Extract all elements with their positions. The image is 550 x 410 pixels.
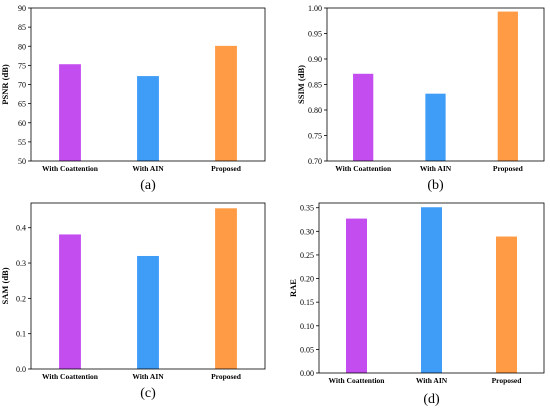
y-tick-label: 50 <box>18 157 26 166</box>
y-axis-label: SAM (dB) <box>0 267 10 304</box>
x-tick-label: Proposed <box>493 164 524 173</box>
bar-1-3 <box>215 45 237 161</box>
bar-3-1 <box>59 234 81 369</box>
y-tick-label: 0.75 <box>308 132 322 141</box>
y-axis-label: PSNR (dB) <box>0 64 10 105</box>
y-tick-label: 85 <box>18 23 26 32</box>
bar-4-2 <box>421 207 442 373</box>
x-tick-label: Proposed <box>492 376 523 385</box>
y-tick-label: 0.00 <box>300 369 314 378</box>
y-tick-label: 90 <box>18 4 26 13</box>
y-tick-label: 0.20 <box>300 275 314 284</box>
y-tick-label: 0.35 <box>300 204 314 213</box>
y-tick-label: 75 <box>18 61 26 70</box>
bar-3-2 <box>137 255 159 369</box>
x-tick-label: With Coattention <box>42 372 99 381</box>
y-tick-label: 0.80 <box>308 106 322 115</box>
bar-4-1 <box>346 218 367 373</box>
y-tick-label: 0.10 <box>300 322 314 331</box>
y-axis-label: SSIM (dB) <box>296 65 306 104</box>
plot-frame <box>318 202 545 374</box>
bar-1-2 <box>137 76 159 161</box>
panel-caption: (a) <box>140 178 156 193</box>
y-tick-label: 0.1 <box>16 330 26 339</box>
y-tick-label: 0.25 <box>300 251 314 260</box>
y-tick-label: 0.95 <box>308 30 322 39</box>
y-tick-label: 65 <box>18 100 26 109</box>
y-tick-label: 0.2 <box>16 294 26 303</box>
y-tick-label: 1.00 <box>308 4 322 13</box>
x-tick-label: With Coattention <box>335 164 392 173</box>
bar-3-3 <box>215 208 237 369</box>
panel-caption: (b) <box>427 178 444 193</box>
x-tick-label: Proposed <box>211 372 242 381</box>
y-tick-label: 0.3 <box>16 259 26 268</box>
y-tick-label: 60 <box>18 119 26 128</box>
y-tick-label: 0.70 <box>308 157 322 166</box>
bar-4-3 <box>496 236 517 373</box>
bar-2-2 <box>425 93 446 161</box>
x-tick-label: Proposed <box>211 164 242 173</box>
y-tick-label: 70 <box>18 81 26 90</box>
x-tick-label: With AIN <box>420 164 452 173</box>
y-tick-label: 0.30 <box>300 227 314 236</box>
y-tick-label: 0.85 <box>308 81 322 90</box>
chart-panel-4: With Coattention With AIN Proposed 0.00 0.05… <box>288 202 545 407</box>
y-axis-label: RAE <box>288 279 298 297</box>
x-tick-label: With AIN <box>132 372 164 381</box>
bar-2-3 <box>497 11 518 161</box>
x-tick-label: With Coattention <box>329 376 386 385</box>
y-tick-label: 0.90 <box>308 55 322 64</box>
x-tick-label: With AIN <box>132 164 164 173</box>
y-tick-label: 0.05 <box>300 345 314 354</box>
y-tick-label: 55 <box>18 138 26 147</box>
chart-panel-1: With Coattention With AIN Proposed 50 55 60 65… <box>0 4 266 193</box>
y-tick-label: 0.0 <box>16 365 26 374</box>
y-tick-label: 80 <box>18 42 26 51</box>
panel-caption: (c) <box>140 386 156 401</box>
plot-frame <box>30 202 266 370</box>
x-tick-label: With Coattention <box>42 164 99 173</box>
x-tick-label: With AIN <box>416 376 448 385</box>
chart-panel-2: With Coattention With AIN Proposed 0.70 0.75… <box>296 4 545 193</box>
y-tick-label: 0.4 <box>16 224 26 233</box>
panel-caption: (d) <box>423 392 440 407</box>
bar-2-1 <box>353 73 374 161</box>
y-tick-label: 0.15 <box>300 298 314 307</box>
bar-1-1 <box>59 64 81 161</box>
chart-panel-3: With Coattention With AIN Proposed 0.0 0.1 0.… <box>0 202 266 401</box>
